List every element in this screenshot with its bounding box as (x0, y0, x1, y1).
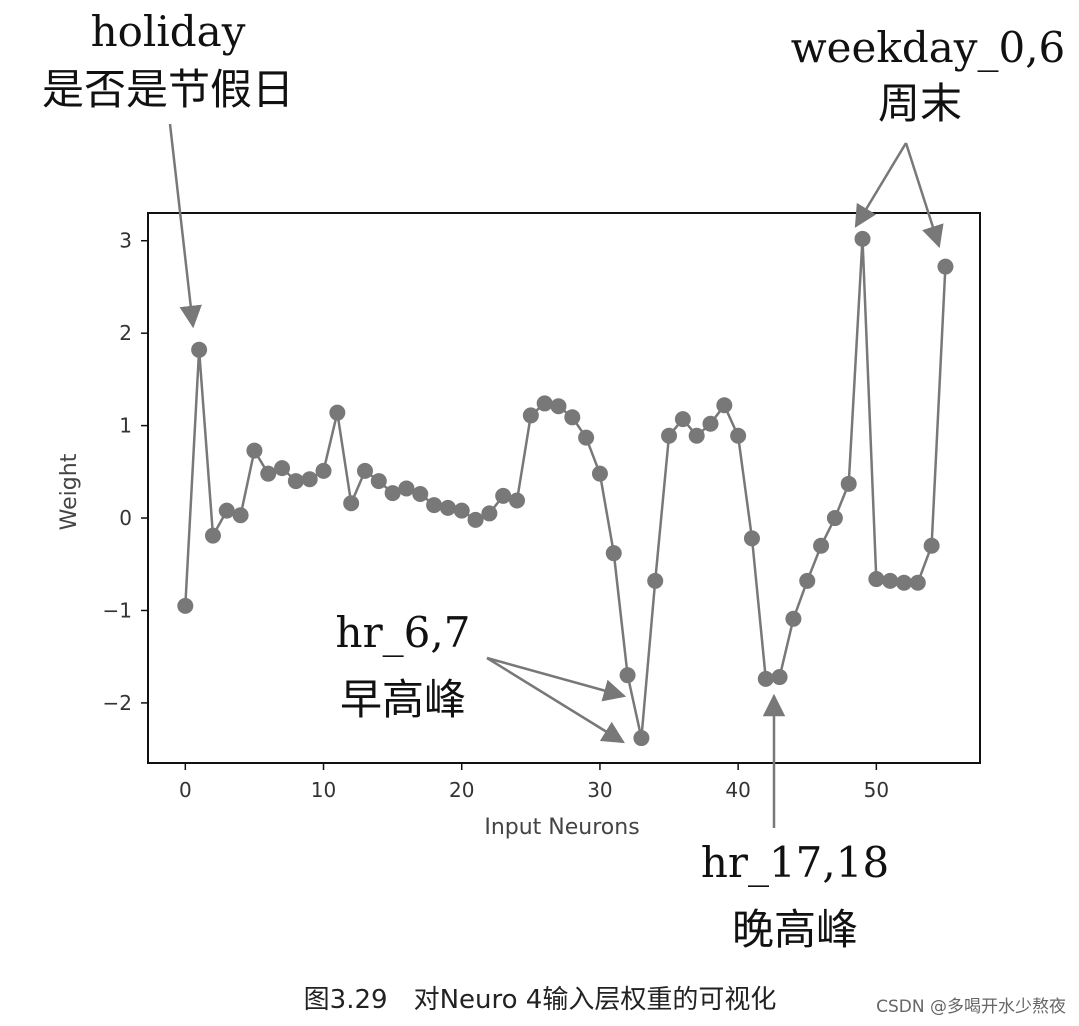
data-point (826, 510, 843, 527)
y-tick-label: 0 (119, 506, 132, 530)
data-point (716, 397, 733, 414)
data-point (647, 572, 664, 589)
series-points (177, 230, 954, 747)
y-axis-ticks: −2 −1 0 1 2 3 (103, 229, 148, 715)
data-point (356, 462, 373, 479)
data-point (674, 411, 691, 428)
data-point (481, 505, 498, 522)
data-point (522, 407, 539, 424)
x-tick-label: 0 (179, 778, 192, 802)
evening-peak-annotation-line1: hr_17,18 (701, 838, 889, 887)
data-point (605, 545, 622, 562)
y-tick-label: 2 (119, 321, 132, 345)
x-tick-label: 30 (587, 778, 612, 802)
data-point (868, 571, 885, 588)
data-point (495, 487, 512, 504)
x-axis-label: Input Neurons (484, 815, 639, 840)
data-point (177, 597, 194, 614)
data-point (274, 460, 291, 477)
data-point (840, 475, 857, 492)
data-point (923, 537, 940, 554)
series-line (184, 238, 947, 739)
data-point (426, 497, 443, 514)
x-tick-label: 20 (449, 778, 474, 802)
morning-peak-arrow-upper (486, 656, 627, 702)
data-point (895, 574, 912, 591)
data-point (232, 507, 249, 524)
x-tick-label: 50 (864, 778, 889, 802)
data-point (370, 473, 387, 490)
data-point (287, 473, 304, 490)
data-point (550, 398, 567, 415)
data-point (453, 502, 470, 519)
data-point (398, 480, 415, 497)
x-tick-label: 10 (311, 778, 336, 802)
data-point (771, 669, 788, 686)
data-point (536, 395, 553, 412)
data-point (578, 429, 595, 446)
data-point (191, 341, 208, 358)
data-point (204, 527, 221, 544)
morning-peak-annotation-line2: 早高峰 (340, 675, 466, 724)
data-point (909, 574, 926, 591)
data-point (509, 492, 526, 509)
y-tick-label: 1 (119, 414, 132, 438)
data-point (813, 537, 830, 554)
weekday-arrow-left (854, 142, 908, 228)
data-point (854, 230, 871, 247)
data-point (619, 667, 636, 684)
data-point (260, 465, 277, 482)
data-point (633, 730, 650, 747)
evening-peak-annotation-line2: 晚高峰 (732, 905, 858, 954)
watermark: CSDN @多喝开水少熬夜 (876, 996, 1066, 1017)
figure-caption: 图3.29 对Neuro 4输入层权重的可视化 (304, 985, 777, 1015)
data-point (702, 415, 719, 432)
holiday-annotation-line2: 是否是节假日 (42, 65, 294, 114)
data-point (329, 404, 346, 421)
weekday-annotation-line2: 周末 (878, 79, 962, 128)
y-tick-label: −1 (103, 598, 132, 622)
data-point (384, 485, 401, 502)
y-tick-label: −2 (103, 691, 132, 715)
data-point (937, 258, 954, 275)
morning-peak-arrow-lower (486, 656, 625, 744)
data-point (564, 409, 581, 426)
holiday-annotation-line1: holiday (91, 7, 246, 56)
data-point (882, 572, 899, 589)
data-point (730, 427, 747, 444)
data-point (439, 499, 456, 516)
data-point (661, 427, 678, 444)
data-point (301, 471, 318, 488)
data-point (467, 511, 484, 528)
morning-peak-annotation-line1: hr_6,7 (336, 608, 471, 657)
data-point (799, 572, 816, 589)
holiday-arrow (168, 123, 202, 329)
data-point (757, 670, 774, 687)
data-point (343, 495, 360, 512)
data-point (591, 465, 608, 482)
x-tick-label: 40 (725, 778, 750, 802)
data-point (688, 427, 705, 444)
data-point (315, 462, 332, 479)
data-point (743, 530, 760, 547)
y-axis-label: Weight (57, 453, 82, 530)
plot-frame (147, 212, 981, 764)
x-axis-ticks: 0 10 20 30 40 50 (179, 763, 889, 802)
data-point (785, 610, 802, 627)
data-point (412, 486, 429, 503)
y-tick-label: 3 (119, 229, 132, 253)
weekday-arrow-right (904, 142, 944, 249)
data-point (218, 502, 235, 519)
data-point (246, 442, 263, 459)
weekday-annotation-line1: weekday_0,6 (791, 23, 1066, 72)
